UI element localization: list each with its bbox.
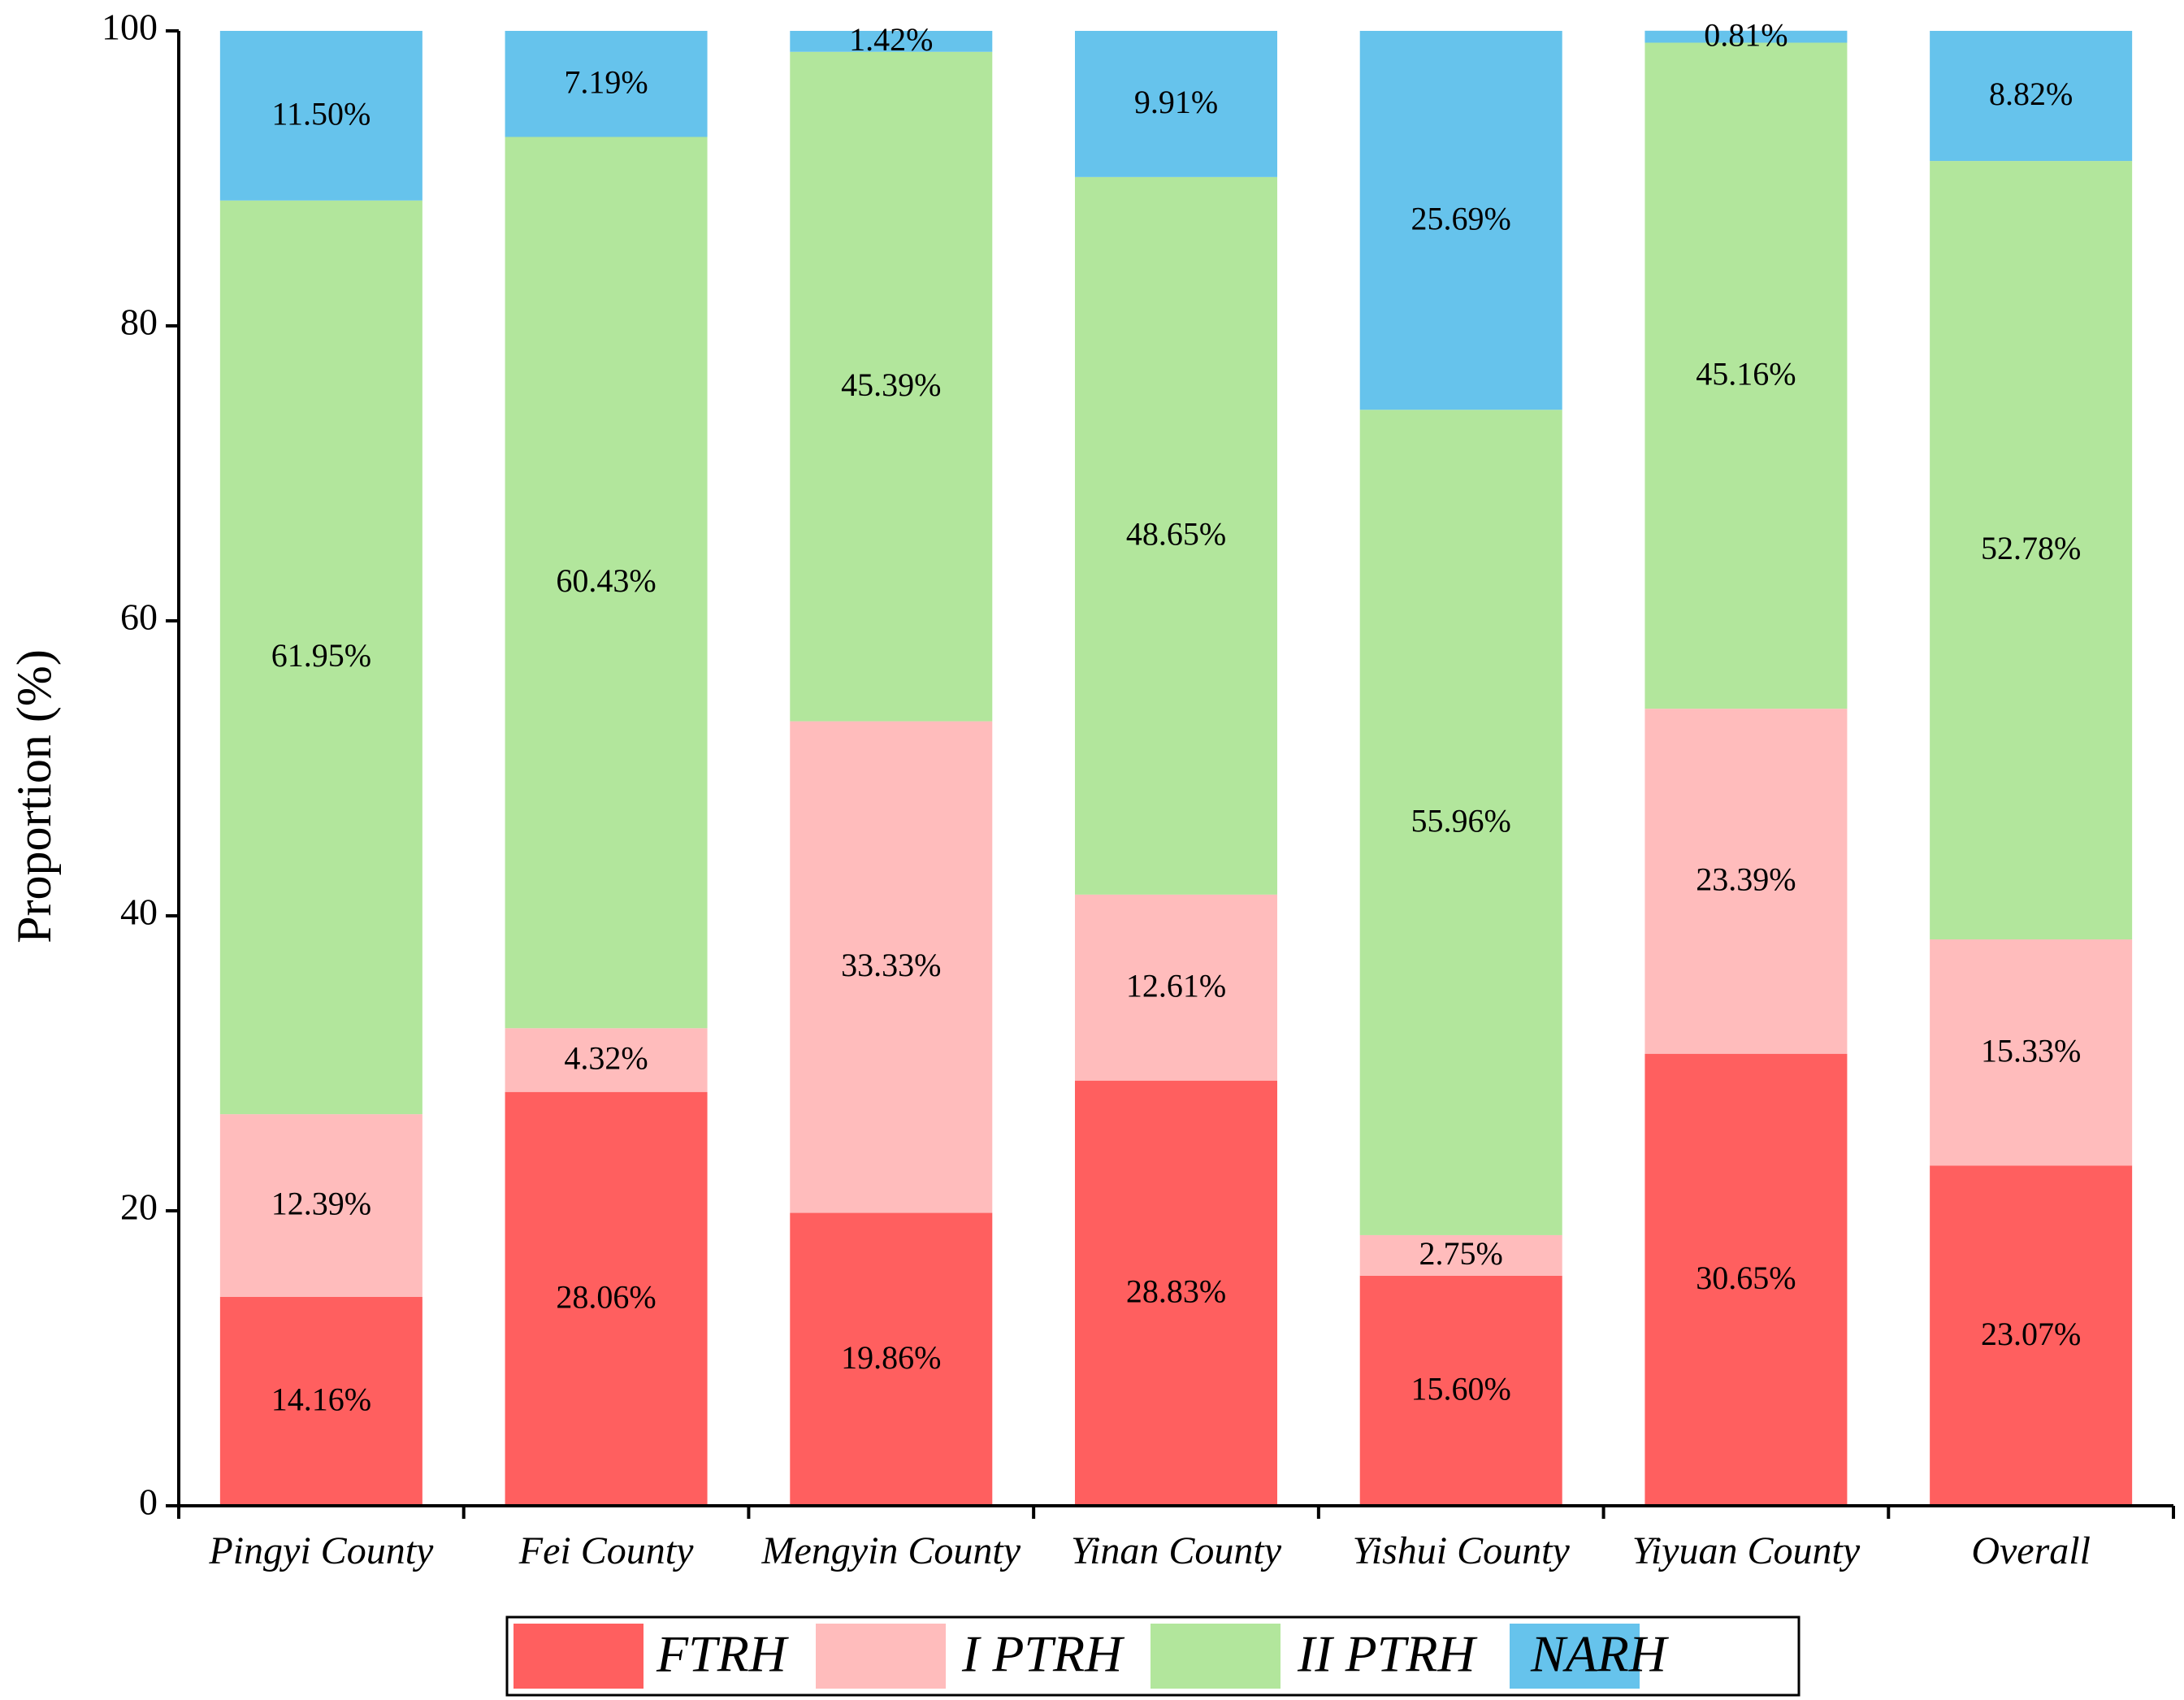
- data-label: 23.07%: [1981, 1316, 2081, 1352]
- bar-segment: [1930, 161, 2133, 940]
- y-tick-label: 80: [120, 301, 158, 343]
- y-tick-label: 60: [120, 596, 158, 638]
- y-axis-title: Proportion (%): [7, 649, 61, 943]
- data-label: 52.78%: [1981, 530, 2081, 566]
- bar-segment: [1644, 1053, 1848, 1506]
- bar-segment: [1359, 410, 1562, 1235]
- data-label: 9.91%: [1134, 84, 1218, 120]
- legend-label: I PTRH: [961, 1625, 1125, 1683]
- data-label: 8.82%: [1989, 76, 2073, 112]
- bar-segment: [505, 137, 708, 1029]
- bar-segment: [790, 51, 993, 722]
- legend-label: FTRH: [656, 1625, 790, 1683]
- bar-segment: [505, 1028, 708, 1092]
- data-label: 33.33%: [841, 947, 941, 983]
- x-tick-label: Yinan County: [1071, 1529, 1282, 1572]
- legend-swatch: [1510, 1624, 1640, 1689]
- bar-segment: [219, 1114, 422, 1297]
- data-label: 11.50%: [271, 96, 370, 132]
- data-label: 45.16%: [1696, 356, 1796, 392]
- data-label: 45.39%: [841, 366, 941, 403]
- bar-segment: [790, 1212, 993, 1506]
- data-label: 28.83%: [1126, 1273, 1226, 1310]
- data-label: 7.19%: [564, 63, 648, 100]
- y-tick-label: 0: [139, 1481, 158, 1523]
- x-tick-label: Yiyuan County: [1632, 1529, 1861, 1572]
- data-label: 14.16%: [271, 1381, 371, 1418]
- y-tick-label: 20: [120, 1186, 158, 1228]
- bar-segment: [790, 721, 993, 1213]
- bar-segment: [1644, 42, 1848, 709]
- data-label: 60.43%: [556, 562, 656, 599]
- x-tick-label: Pingyi County: [208, 1529, 434, 1572]
- data-label: 15.33%: [1981, 1032, 2081, 1069]
- data-label: 28.06%: [556, 1279, 656, 1316]
- legend-label: II PTRH: [1297, 1625, 1478, 1683]
- data-label: 12.61%: [1126, 967, 1226, 1004]
- legend-box: [505, 1615, 1800, 1697]
- bar-segment: [219, 1296, 422, 1506]
- x-tick-label: Overall: [1971, 1529, 2091, 1572]
- bar-segment: [1644, 709, 1848, 1054]
- data-label: 15.60%: [1411, 1371, 1511, 1407]
- y-tick-label: 40: [120, 891, 158, 933]
- data-label: 25.69%: [1411, 200, 1511, 236]
- x-tick-label: Yishui County: [1353, 1529, 1571, 1572]
- legend-swatch: [1150, 1624, 1280, 1689]
- bar-segment: [1930, 1165, 2133, 1506]
- x-tick-label: Fei County: [518, 1529, 694, 1572]
- bar-segment: [1359, 1275, 1562, 1506]
- data-label: 2.75%: [1419, 1235, 1503, 1272]
- data-label: 4.32%: [564, 1040, 648, 1077]
- legend-swatch: [514, 1624, 644, 1689]
- bar-segment: [505, 1091, 708, 1506]
- data-label: 48.65%: [1126, 516, 1226, 553]
- bar-segment: [1359, 31, 1562, 410]
- bar-segment: [1074, 1080, 1278, 1506]
- bar-segment: [505, 31, 708, 137]
- bar-segment: [1074, 176, 1278, 895]
- data-label: 30.65%: [1696, 1260, 1796, 1296]
- bar-segment: [1644, 30, 1848, 43]
- bar-segment: [1074, 894, 1278, 1081]
- bar-segment: [1930, 31, 2133, 162]
- data-label: 0.81%: [1704, 16, 1788, 53]
- bar-segment: [1074, 31, 1278, 177]
- y-tick-label: 100: [102, 7, 158, 48]
- legend-label: NARH: [1530, 1625, 1670, 1683]
- bar-segment: [219, 200, 422, 1115]
- x-tick-label: Mengyin County: [760, 1529, 1020, 1572]
- data-label: 12.39%: [271, 1186, 371, 1222]
- data-label: 55.96%: [1411, 802, 1511, 839]
- bar-segment: [219, 31, 422, 201]
- data-label: 23.39%: [1696, 861, 1796, 898]
- bar-segment: [790, 31, 993, 52]
- data-label: 19.86%: [841, 1339, 941, 1376]
- data-label: 61.95%: [271, 637, 371, 674]
- bar-segment: [1359, 1234, 1562, 1276]
- legend-swatch: [816, 1624, 946, 1689]
- data-label: 1.42%: [849, 21, 933, 58]
- bar-segment: [1930, 939, 2133, 1166]
